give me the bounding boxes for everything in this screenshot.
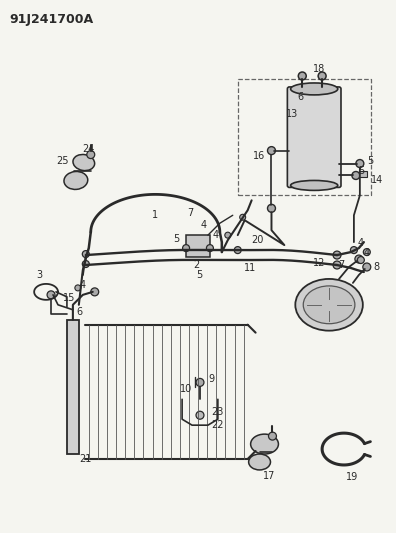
Text: 7: 7 [187,208,193,219]
Text: 11: 11 [244,263,256,273]
Text: 5: 5 [358,166,364,176]
Text: 23: 23 [212,407,224,417]
Circle shape [268,204,276,212]
Circle shape [363,263,371,271]
Circle shape [268,432,276,440]
Text: 20: 20 [251,235,264,245]
Text: 10: 10 [180,384,192,394]
Text: 22: 22 [211,420,224,430]
Text: 18: 18 [313,64,325,74]
Text: 4: 4 [364,248,370,258]
Circle shape [318,72,326,80]
Ellipse shape [249,454,270,470]
Circle shape [196,411,204,419]
Text: 21: 21 [80,454,92,464]
Circle shape [234,247,241,254]
Text: 15: 15 [63,293,75,303]
Ellipse shape [295,279,363,330]
Circle shape [82,261,89,268]
Text: 17: 17 [263,471,276,481]
Circle shape [82,251,89,257]
Circle shape [87,151,95,158]
Text: 12: 12 [313,258,326,268]
Circle shape [206,245,213,252]
Circle shape [333,251,341,259]
Text: 25: 25 [57,156,69,166]
Ellipse shape [303,286,355,324]
Bar [67,320,79,454]
Text: 8: 8 [374,262,380,272]
Ellipse shape [64,172,88,189]
Text: 24: 24 [83,143,95,154]
Text: 6: 6 [77,307,83,317]
Circle shape [350,247,357,254]
Text: 19: 19 [346,472,358,482]
Text: 9: 9 [209,374,215,384]
Circle shape [352,172,360,180]
Circle shape [91,288,99,296]
Bar [238,79,371,196]
Circle shape [364,248,370,255]
Ellipse shape [251,434,278,454]
Circle shape [298,72,306,80]
Text: 14: 14 [371,175,383,185]
Circle shape [225,232,231,238]
Ellipse shape [291,83,338,95]
Text: 16: 16 [253,151,266,160]
Text: 4: 4 [358,238,364,248]
Text: 5: 5 [196,270,202,280]
Text: 4: 4 [201,220,207,230]
Text: 1: 1 [152,210,158,220]
Circle shape [47,291,55,299]
Text: 91J241700A: 91J241700A [10,13,93,26]
Bar [186,235,210,257]
Text: 5: 5 [367,156,374,166]
Ellipse shape [73,155,95,171]
Text: 2: 2 [193,260,199,270]
Circle shape [196,378,204,386]
Text: 7: 7 [338,260,344,270]
Text: 13: 13 [286,109,299,119]
Circle shape [357,256,364,263]
Circle shape [268,147,276,155]
Text: 5: 5 [173,234,179,244]
FancyBboxPatch shape [287,87,341,188]
Bar [359,171,367,177]
Circle shape [240,214,246,220]
Text: 4: 4 [213,230,219,240]
Circle shape [333,261,341,269]
Text: 6: 6 [297,92,303,102]
Text: 3: 3 [36,270,42,280]
Circle shape [183,245,190,252]
Text: 4: 4 [80,280,86,290]
Ellipse shape [291,181,338,190]
Circle shape [75,285,81,291]
Circle shape [356,159,364,167]
Circle shape [355,255,363,263]
